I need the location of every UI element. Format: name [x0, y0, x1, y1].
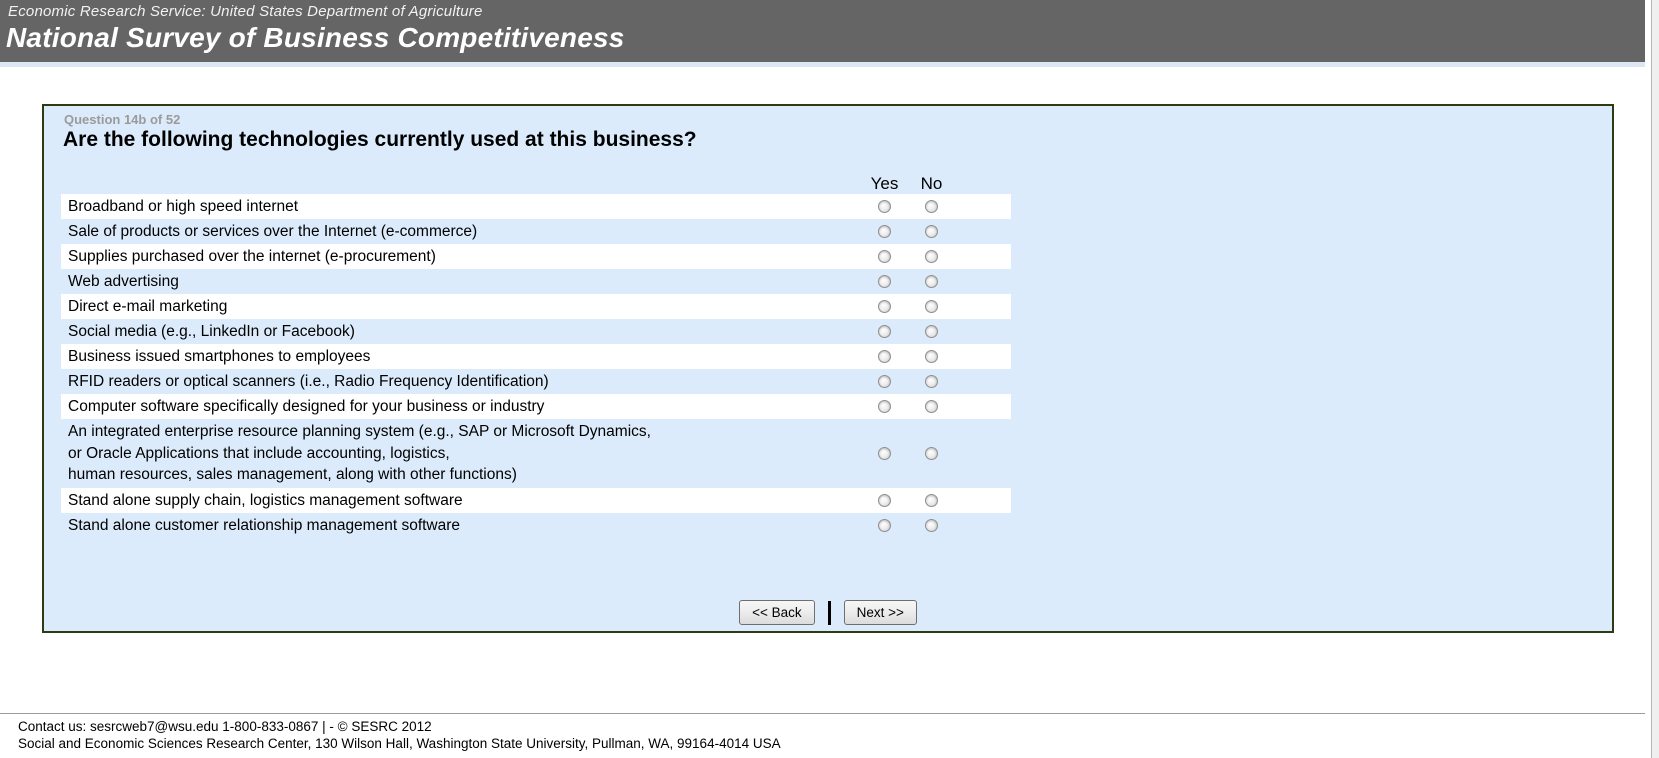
back-button[interactable]: << Back: [739, 600, 815, 625]
survey-row: RFID readers or optical scanners (i.e., …: [61, 369, 1011, 394]
footer-divider: [0, 713, 1659, 714]
survey-row: An integrated enterprise resource planni…: [61, 419, 1011, 488]
yes-radio[interactable]: [878, 275, 891, 288]
no-radio-cell: [908, 250, 955, 263]
no-radio-cell: [908, 225, 955, 238]
yes-radio-cell: [861, 493, 908, 507]
row-label: Web advertising: [68, 273, 179, 290]
question-title: Are the following technologies currently…: [63, 128, 697, 151]
yes-radio[interactable]: [878, 493, 891, 507]
row-label: Computer software specifically designed …: [68, 398, 545, 415]
grid-header: Yes No: [61, 168, 1011, 194]
button-separator: [827, 600, 831, 625]
yes-radio-cell: [861, 300, 908, 313]
next-button[interactable]: Next >>: [843, 600, 917, 625]
yes-radio[interactable]: [878, 300, 891, 313]
no-radio[interactable]: [925, 446, 938, 460]
yes-radio-cell: [861, 325, 908, 338]
survey-row: Broadband or high speed internet: [61, 194, 1011, 219]
no-radio[interactable]: [925, 375, 938, 388]
survey-row: Stand alone supply chain, logistics mana…: [61, 487, 1011, 513]
row-label: An integrated enterprise resource planni…: [68, 423, 651, 483]
no-radio[interactable]: [925, 275, 938, 288]
no-radio[interactable]: [925, 518, 938, 532]
no-radio-cell: [908, 300, 955, 313]
scrollbar-track[interactable]: [1651, 0, 1659, 758]
yes-radio-cell: [861, 400, 908, 413]
survey-row: Social media (e.g., LinkedIn or Facebook…: [61, 319, 1011, 344]
row-label: Sale of products or services over the In…: [68, 223, 478, 240]
survey-row: Business issued smartphones to employees: [61, 344, 1011, 369]
yes-radio-cell: [861, 446, 908, 460]
no-radio-cell: [908, 493, 955, 507]
yes-radio-cell: [861, 225, 908, 238]
no-radio-cell: [908, 375, 955, 388]
yes-radio-cell: [861, 275, 908, 288]
no-radio-cell: [908, 400, 955, 413]
yes-radio-cell: [861, 350, 908, 363]
row-label: RFID readers or optical scanners (i.e., …: [68, 373, 549, 390]
no-radio[interactable]: [925, 493, 938, 507]
banner-accent-strip: [0, 62, 1645, 67]
yes-radio[interactable]: [878, 350, 891, 363]
row-label: Broadband or high speed internet: [68, 198, 299, 215]
agency-line: Economic Research Service: United States…: [8, 3, 483, 20]
yes-radio[interactable]: [878, 200, 891, 213]
yes-radio[interactable]: [878, 325, 891, 338]
yes-radio-cell: [861, 518, 908, 532]
scrollbar-strip: [1645, 0, 1659, 758]
navigation-row: << Back Next >>: [44, 600, 1612, 625]
question-panel: Question 14b of 52 Are the following tec…: [42, 104, 1614, 633]
yes-radio[interactable]: [878, 518, 891, 532]
no-radio-cell: [908, 200, 955, 213]
no-radio[interactable]: [925, 300, 938, 313]
no-radio-cell: [908, 350, 955, 363]
row-label: Supplies purchased over the internet (e-…: [68, 248, 436, 265]
no-radio[interactable]: [925, 200, 938, 213]
no-radio[interactable]: [925, 325, 938, 338]
survey-row: Direct e-mail marketing: [61, 294, 1011, 319]
no-radio-cell: [908, 446, 955, 460]
no-radio[interactable]: [925, 250, 938, 263]
survey-row: Supplies purchased over the internet (e-…: [61, 244, 1011, 269]
no-radio-cell: [908, 518, 955, 532]
row-label: Stand alone customer relationship manage…: [68, 516, 461, 534]
yes-radio[interactable]: [878, 250, 891, 263]
no-radio[interactable]: [925, 400, 938, 413]
survey-row: Web advertising: [61, 269, 1011, 294]
yes-radio-cell: [861, 250, 908, 263]
yes-radio[interactable]: [878, 375, 891, 388]
row-label: Stand alone supply chain, logistics mana…: [68, 491, 463, 509]
question-number: Question 14b of 52: [64, 112, 181, 127]
yes-radio-cell: [861, 200, 908, 213]
footer-contact: Contact us: sesrcweb7@wsu.edu 1-800-833-…: [18, 719, 432, 734]
technology-grid: Yes No Broadband or high speed internet …: [61, 168, 1011, 538]
survey-title: National Survey of Business Competitiven…: [6, 22, 625, 53]
footer-address: Social and Economic Sciences Research Ce…: [18, 736, 781, 751]
no-radio-cell: [908, 325, 955, 338]
no-radio[interactable]: [925, 225, 938, 238]
survey-row: Sale of products or services over the In…: [61, 219, 1011, 244]
grid-rows: Broadband or high speed internet Sale of…: [61, 194, 1011, 538]
row-label: Direct e-mail marketing: [68, 298, 228, 315]
row-label: Social media (e.g., LinkedIn or Facebook…: [68, 323, 355, 340]
yes-radio[interactable]: [878, 225, 891, 238]
yes-radio[interactable]: [878, 400, 891, 413]
row-label: Business issued smartphones to employees: [68, 348, 371, 365]
survey-row: Computer software specifically designed …: [61, 394, 1011, 419]
top-banner: Economic Research Service: United States…: [0, 0, 1645, 62]
survey-row: Stand alone customer relationship manage…: [61, 513, 1011, 538]
yes-column-header: Yes: [870, 174, 899, 193]
no-column-header: No: [920, 174, 943, 193]
yes-radio[interactable]: [878, 446, 891, 460]
no-radio[interactable]: [925, 350, 938, 363]
no-radio-cell: [908, 275, 955, 288]
yes-radio-cell: [861, 375, 908, 388]
